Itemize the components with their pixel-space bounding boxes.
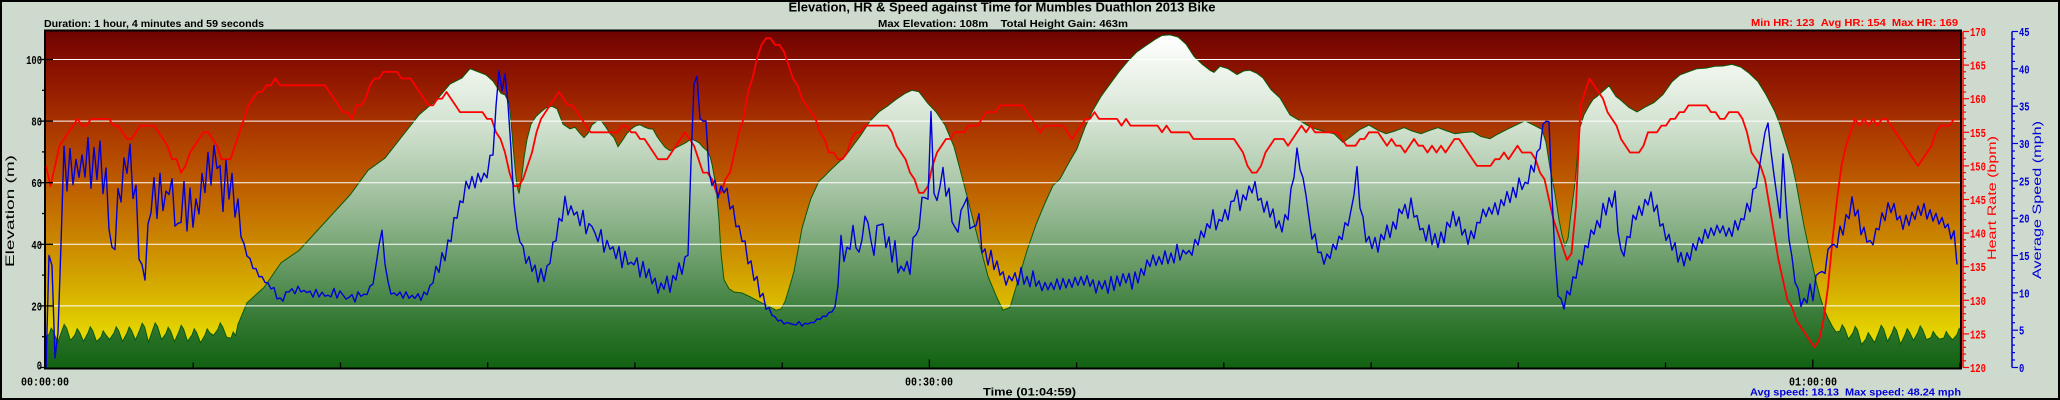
svg-text:40: 40 [31, 239, 42, 253]
svg-text:125: 125 [1970, 328, 1986, 342]
svg-text:35: 35 [2019, 101, 2030, 115]
svg-text:Max Elevation: 108m Total H: Max Elevation: 108m Total Height Gain: 4… [878, 18, 1128, 30]
svg-text:45: 45 [2019, 26, 2030, 40]
svg-text:Min HR: 123 Avg HR: 154 Max: Min HR: 123 Avg HR: 154 Max HR: 169 [1751, 17, 1958, 29]
svg-text:01:00:00: 01:00:00 [1789, 376, 1837, 390]
svg-text:80: 80 [31, 116, 42, 130]
svg-text:10: 10 [2019, 287, 2030, 301]
svg-text:120: 120 [1970, 362, 1986, 376]
svg-text:Heart Rate (bpm): Heart Rate (bpm) [1985, 136, 1999, 260]
svg-text:Elevation, HR & Speed against: Elevation, HR & Speed against Time for M… [789, 1, 1216, 15]
svg-text:170: 170 [1970, 26, 1986, 40]
svg-text:130: 130 [1970, 295, 1986, 309]
svg-text:160: 160 [1970, 93, 1986, 107]
svg-text:40: 40 [2019, 63, 2030, 77]
svg-text:0: 0 [2019, 362, 2024, 376]
svg-text:15: 15 [2019, 250, 2030, 264]
svg-text:155: 155 [1970, 127, 1986, 141]
svg-text:00:00:00: 00:00:00 [21, 376, 69, 390]
svg-text:135: 135 [1970, 261, 1986, 275]
svg-text:Duration: 1 hour, 4 minutes an: Duration: 1 hour, 4 minutes and 59 secon… [44, 18, 264, 30]
svg-text:Avg speed: 18.13 Max speed: 4: Avg speed: 18.13 Max speed: 48.24 mph [1750, 387, 1961, 399]
svg-text:30: 30 [2019, 138, 2030, 152]
svg-text:165: 165 [1970, 60, 1986, 74]
svg-text:Average Speed (mph): Average Speed (mph) [2030, 121, 2044, 279]
svg-text:145: 145 [1970, 194, 1986, 208]
svg-text:140: 140 [1970, 228, 1986, 242]
svg-text:0: 0 [37, 360, 42, 374]
svg-text:60: 60 [31, 177, 42, 191]
svg-text:100: 100 [26, 54, 42, 68]
svg-text:5: 5 [2019, 325, 2024, 339]
svg-text:20: 20 [31, 300, 42, 314]
svg-text:20: 20 [2019, 213, 2030, 227]
svg-text:150: 150 [1970, 160, 1986, 174]
svg-text:Time (01:04:59): Time (01:04:59) [983, 387, 1076, 399]
svg-text:25: 25 [2019, 175, 2030, 189]
svg-text:Elevation (m): Elevation (m) [3, 155, 17, 267]
svg-text:00:30:00: 00:30:00 [905, 376, 953, 390]
